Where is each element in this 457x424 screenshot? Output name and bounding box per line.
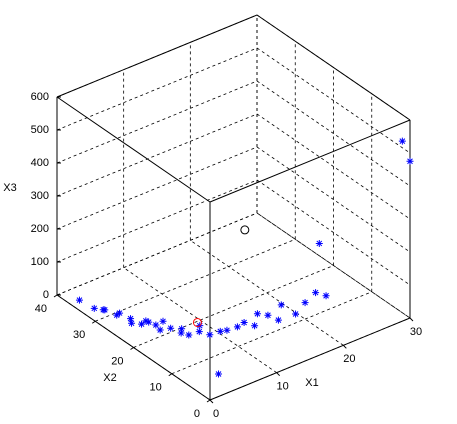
data-point (75, 296, 83, 304)
z-tick-label: 600 (31, 91, 49, 103)
data-point (145, 318, 153, 326)
y-axis-label: X2 (103, 372, 116, 384)
y-tick (130, 347, 134, 350)
data-point (156, 326, 164, 334)
x-tick-label: 10 (277, 381, 289, 393)
z-tick-label: 400 (31, 157, 49, 169)
data-point (138, 320, 146, 328)
grid-line (256, 212, 411, 319)
x-tick-label: 20 (343, 353, 355, 365)
grid-line (133, 265, 334, 348)
data-point (301, 299, 309, 307)
box-edge (209, 119, 411, 203)
data-point (152, 321, 160, 329)
y-tick (53, 294, 58, 298)
y-tick (206, 399, 211, 403)
box-edge (256, 14, 411, 121)
x-tick (342, 344, 347, 349)
grid-line (256, 47, 411, 154)
data-point (178, 325, 186, 333)
x-tick (276, 372, 281, 377)
y-tick-label: 20 (111, 355, 123, 367)
data-point (101, 306, 109, 314)
grid-line (256, 179, 411, 286)
y-tick (168, 373, 173, 377)
data-point (251, 322, 259, 330)
data-point (315, 239, 323, 247)
grid-line (256, 80, 411, 187)
data-point (264, 311, 272, 319)
data-point (206, 331, 214, 339)
box-edge (56, 96, 211, 203)
data-point (274, 316, 282, 324)
data-point (277, 301, 285, 309)
y-tick-label: 40 (35, 303, 47, 315)
data-point (398, 137, 406, 145)
z-tick-label: 300 (31, 190, 49, 202)
data-point (113, 311, 121, 319)
data-point (215, 370, 223, 378)
data-point (167, 324, 175, 332)
data-point (159, 317, 167, 325)
y-tick-label: 30 (73, 329, 85, 341)
data-point (312, 289, 320, 297)
z-tick-label: 100 (31, 256, 49, 268)
data-point (292, 310, 300, 318)
x-tick (409, 317, 414, 322)
z-axis-label: X3 (3, 182, 16, 194)
data-point (177, 329, 185, 337)
data-point (240, 225, 250, 235)
x-axis-label: X1 (305, 377, 318, 389)
grid-line (95, 238, 296, 322)
x-tick (209, 399, 214, 404)
data-point (90, 304, 98, 312)
data-point (195, 328, 203, 336)
data-point (253, 310, 261, 318)
data-point (142, 317, 150, 325)
grid-line (256, 113, 411, 220)
box-edge (209, 317, 411, 401)
x-tick-label: 0 (213, 408, 219, 420)
data-point (127, 315, 135, 323)
data-point (240, 319, 248, 326)
z-tick-label: 0 (43, 289, 49, 301)
x-tick-label: 30 (410, 326, 422, 338)
data-point (322, 292, 330, 300)
y-tick-label: 0 (194, 408, 200, 420)
grid-line (56, 212, 258, 296)
z-tick-label: 500 (31, 124, 49, 136)
grid-line (56, 113, 258, 197)
data-point (116, 309, 124, 317)
data-point (216, 327, 224, 335)
box-edge (56, 14, 258, 98)
y-tick-label: 10 (150, 382, 162, 394)
data-point (128, 319, 136, 327)
data-point (233, 323, 241, 331)
grid-line (256, 146, 411, 253)
grid-line (56, 179, 258, 263)
data-point (192, 317, 202, 327)
data-point (406, 157, 414, 165)
grid-line (56, 146, 258, 230)
data-point (185, 331, 193, 339)
grid-line (56, 80, 258, 164)
data-point (223, 326, 231, 334)
grid-line (171, 291, 372, 375)
y-tick (91, 320, 96, 324)
z-tick-label: 200 (31, 223, 49, 235)
grid-line (56, 47, 258, 131)
